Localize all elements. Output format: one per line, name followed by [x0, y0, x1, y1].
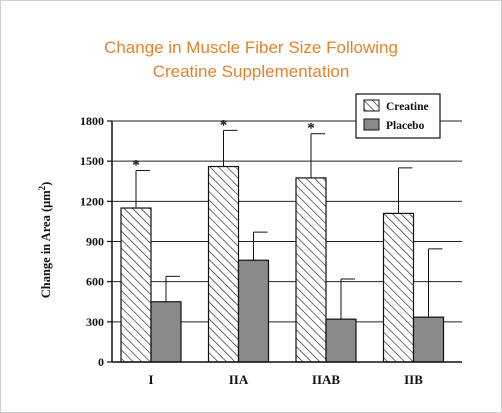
bar-creatine-iib [382, 212, 415, 363]
legend-swatch-creatine [363, 99, 380, 112]
significance-marker: * [132, 158, 140, 174]
y-tick-label: 1200 [80, 194, 104, 208]
y-tick-label: 300 [86, 315, 104, 329]
x-tick-label: IIB [404, 372, 423, 387]
x-tick-label: IIAB [312, 372, 341, 387]
significance-marker: * [220, 117, 228, 133]
y-axis-label: Change in Area (μm2) [37, 182, 53, 299]
bar-creatine-i [120, 207, 152, 363]
chart-title-line-2: Creatine Supplementation [152, 62, 350, 81]
bar-placebo-i [150, 301, 182, 363]
legend-swatch-placebo [363, 118, 380, 131]
significance-marker: * [307, 121, 315, 137]
legend-label-placebo: Placebo [386, 120, 425, 132]
y-tick-label: 0 [98, 355, 104, 369]
x-tick-label: I [148, 372, 153, 387]
legend-label-creatine: Creatine [386, 101, 429, 113]
chart-title-line-1: Change in Muscle Fiber Size Following [104, 38, 398, 57]
bar-creatine-iiab [295, 177, 327, 363]
y-tick-label: 1800 [80, 114, 104, 128]
y-axis-label-exponent: 2 [37, 185, 47, 190]
bar-placebo-iiab [325, 318, 357, 363]
bar-placebo-iia [237, 259, 270, 363]
y-axis-label-prefix: Change in Area ( [39, 208, 53, 298]
bar-placebo-iib [412, 316, 445, 363]
x-tick-label: IIA [229, 372, 249, 387]
bar-creatine-iia [207, 165, 240, 363]
y-tick-label: 900 [86, 235, 104, 249]
y-axis-label-suffix: ) [39, 182, 53, 186]
y-axis-label-unit: μm [39, 190, 53, 208]
y-tick-label: 1500 [80, 154, 104, 168]
y-tick-label: 600 [86, 275, 104, 289]
